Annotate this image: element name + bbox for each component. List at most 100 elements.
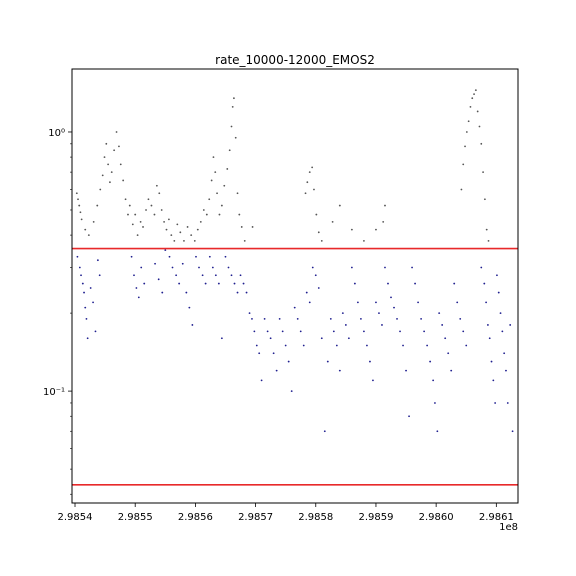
data-point	[191, 324, 194, 326]
data-point	[414, 282, 416, 285]
data-point	[236, 291, 239, 294]
data-point	[360, 317, 362, 320]
data-point	[118, 145, 120, 148]
data-point	[467, 120, 470, 123]
data-point	[278, 317, 281, 320]
axes: 2.9854 2.9855 2.9856 2.9857 2.9858 2.9859 2.98…	[43, 128, 514, 523]
data-point	[317, 231, 320, 234]
data-point	[217, 282, 220, 285]
data-point	[83, 291, 85, 294]
data-point	[460, 188, 463, 191]
data-point	[480, 266, 483, 269]
data-point	[304, 192, 307, 195]
data-point	[214, 171, 217, 174]
data-point	[81, 282, 84, 285]
data-point	[137, 296, 140, 299]
data-point	[157, 278, 160, 281]
data-point	[158, 192, 161, 195]
data-point	[464, 145, 466, 148]
data-point	[154, 262, 156, 265]
data-point	[487, 324, 489, 326]
data-point	[234, 136, 237, 139]
data-point	[220, 204, 223, 207]
data-point	[251, 226, 254, 228]
data-point	[208, 255, 211, 258]
data-point	[417, 301, 419, 304]
data-point	[145, 209, 147, 211]
data-point	[196, 228, 199, 231]
data-point	[488, 337, 491, 340]
data-point	[263, 317, 266, 320]
data-point	[408, 415, 410, 418]
data-point	[216, 192, 218, 195]
data-point	[269, 337, 272, 340]
data-point	[230, 125, 233, 128]
data-point	[485, 228, 488, 231]
data-point	[239, 274, 242, 277]
data-point	[381, 324, 383, 326]
data-point	[311, 166, 314, 169]
data-point	[296, 317, 299, 320]
data-point	[462, 163, 465, 166]
data-point	[240, 226, 243, 228]
data-point	[465, 131, 468, 133]
data-point	[375, 301, 377, 304]
data-point	[168, 218, 170, 221]
data-point	[233, 97, 235, 100]
data-point	[438, 312, 441, 315]
data-point	[308, 301, 311, 304]
data-point	[238, 213, 241, 216]
data-point	[133, 274, 135, 277]
data-point	[245, 291, 248, 294]
data-point	[258, 352, 261, 355]
data-point	[290, 390, 293, 393]
data-point	[272, 352, 275, 355]
data-point	[275, 369, 278, 372]
data-point	[113, 149, 116, 152]
data-point	[478, 125, 481, 128]
data-point	[306, 181, 309, 184]
data-point	[453, 282, 456, 285]
data-point	[227, 266, 230, 269]
data-point	[175, 274, 178, 277]
x-tick-label: 2.9854	[58, 512, 93, 523]
x-tick-label: 2.9860	[419, 512, 454, 523]
data-point	[212, 156, 215, 158]
data-point	[173, 239, 176, 242]
x-tick-label: 2.9858	[298, 512, 333, 523]
data-point	[242, 282, 245, 285]
data-point	[483, 282, 486, 285]
data-point	[281, 330, 284, 333]
data-point	[260, 379, 263, 382]
data-point	[230, 274, 233, 277]
data-point	[363, 239, 365, 242]
data-point	[444, 337, 447, 340]
data-point	[490, 360, 493, 363]
data-point	[323, 430, 326, 433]
data-point	[84, 228, 87, 231]
data-point	[266, 330, 269, 333]
data-point	[492, 379, 495, 382]
data-point	[134, 213, 137, 216]
data-point	[161, 291, 164, 294]
data-point	[456, 301, 459, 304]
data-point	[165, 228, 168, 231]
data-point	[356, 301, 359, 304]
data-point	[447, 352, 450, 355]
data-point	[480, 142, 483, 145]
data-point	[179, 231, 182, 234]
data-point	[210, 179, 213, 182]
data-point	[84, 306, 87, 309]
data-point	[474, 89, 477, 92]
data-point	[135, 287, 138, 289]
plot-frame	[71, 68, 519, 504]
data-point	[85, 317, 88, 320]
data-point	[155, 184, 158, 187]
data-point	[99, 188, 102, 191]
data-point	[107, 163, 110, 166]
data-point	[214, 274, 217, 277]
data-point	[399, 330, 401, 333]
data-point	[255, 344, 258, 347]
data-point	[77, 198, 79, 201]
